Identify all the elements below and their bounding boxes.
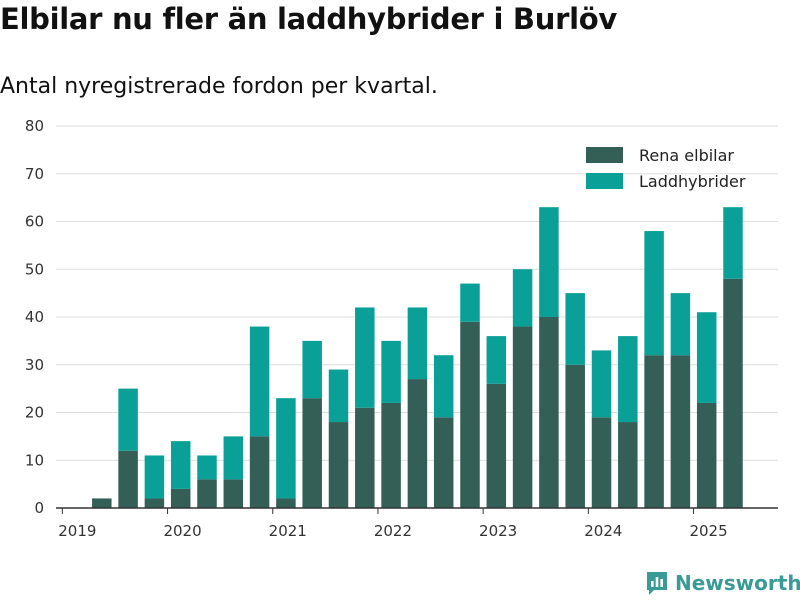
- legend-swatch-elbilar: [586, 147, 623, 163]
- bar-laddhybrider-2023-Q1: [486, 336, 507, 384]
- bar-laddhybrider-2021-Q3: [328, 369, 349, 423]
- bar-laddhybrider-2024-Q4: [670, 293, 691, 356]
- y-tick-label: 20: [25, 404, 44, 422]
- bar-elbilar-2023-Q2: [512, 326, 533, 508]
- bar-elbilar-2020-Q2: [197, 479, 217, 508]
- y-tick-label: 0: [34, 499, 44, 517]
- y-tick-label: 60: [25, 213, 44, 231]
- x-tick-label: 2025: [689, 522, 727, 540]
- bar-elbilar-2021-Q4: [355, 407, 375, 508]
- bar-laddhybrider-2022-Q3: [433, 355, 454, 418]
- bar-elbilar-2021-Q3: [328, 422, 349, 508]
- bar-laddhybrider-2024-Q1: [591, 350, 612, 418]
- bar-laddhybrider-2025-Q2: [723, 207, 743, 279]
- bar-elbilar-2023-Q1: [486, 383, 507, 508]
- x-tick-label: 2020: [163, 522, 201, 540]
- bar-laddhybrider-2019-Q3: [118, 388, 138, 451]
- x-tick-label: 2024: [584, 522, 622, 540]
- bar-laddhybrider-2025-Q1: [696, 312, 717, 403]
- y-tick-label: 30: [25, 356, 44, 374]
- bar-laddhybrider-2022-Q1: [381, 340, 401, 403]
- bar-laddhybrider-2021-Q4: [355, 307, 375, 408]
- y-tick-label: 10: [25, 451, 44, 469]
- bar-laddhybrider-2023-Q3: [539, 207, 559, 317]
- y-tick-label: 50: [25, 260, 44, 278]
- bar-elbilar-2021-Q1: [276, 498, 296, 508]
- y-tick-label: 40: [25, 308, 44, 326]
- x-tick-label: 2022: [374, 522, 412, 540]
- bar-elbilar-2019-Q4: [144, 498, 165, 508]
- x-tick-label: 2021: [269, 522, 307, 540]
- bar-elbilar-2024-Q1: [591, 417, 612, 508]
- legend-swatch-laddhybrider: [586, 173, 623, 189]
- bar-elbilar-2022-Q2: [407, 379, 428, 508]
- bar-elbilar-2024-Q4: [670, 355, 691, 508]
- bar-laddhybrider-2023-Q4: [565, 293, 585, 365]
- y-tick-label: 80: [25, 117, 44, 135]
- bar-elbilar-2025-Q1: [696, 402, 717, 508]
- bar-elbilar-2025-Q2: [723, 278, 743, 508]
- y-tick-label: 70: [25, 165, 44, 183]
- bar-laddhybrider-2019-Q4: [144, 455, 165, 499]
- x-tick-label: 2019: [58, 522, 96, 540]
- brand-name: Newsworthy: [675, 571, 800, 595]
- bar-laddhybrider-2021-Q1: [276, 398, 296, 499]
- bar-elbilar-2022-Q3: [433, 417, 454, 508]
- bar-elbilar-2024-Q2: [618, 422, 638, 508]
- bar-elbilar-2020-Q3: [223, 479, 244, 508]
- bar-laddhybrider-2021-Q2: [302, 340, 322, 399]
- bar-elbilar-2022-Q4: [460, 321, 480, 508]
- bar-elbilar-2019-Q3: [118, 450, 138, 508]
- legend-label-elbilar: Rena elbilar: [639, 146, 734, 165]
- bar-elbilar-2023-Q3: [539, 317, 559, 508]
- bar-laddhybrider-2023-Q2: [512, 269, 533, 327]
- bar-laddhybrider-2024-Q2: [618, 336, 638, 423]
- bar-laddhybrider-2022-Q4: [460, 283, 480, 322]
- brand-logo: Newsworthy: [645, 570, 800, 596]
- x-tick-label: 2023: [479, 522, 517, 540]
- bar-laddhybrider-2022-Q2: [407, 307, 428, 380]
- newsworthy-logo-icon: [647, 572, 667, 595]
- chart-subtitle: Antal nyregistrerade fordon per kvartal.: [0, 74, 438, 99]
- bar-laddhybrider-2020-Q3: [223, 436, 244, 480]
- bar-elbilar-2022-Q1: [381, 402, 401, 508]
- legend-label-laddhybrider: Laddhybrider: [639, 172, 746, 191]
- bar-elbilar-2019-Q2: [92, 498, 112, 508]
- chart-title: Elbilar nu fler än laddhybrider i Burlöv: [0, 2, 617, 36]
- bar-laddhybrider-2020-Q2: [197, 455, 217, 480]
- bar-laddhybrider-2020-Q1: [170, 441, 191, 489]
- bar-elbilar-2021-Q2: [302, 398, 322, 508]
- bar-laddhybrider-2024-Q3: [644, 231, 664, 356]
- bar-laddhybrider-2020-Q4: [249, 326, 270, 437]
- bar-elbilar-2023-Q4: [565, 364, 585, 508]
- bar-elbilar-2020-Q1: [170, 488, 191, 508]
- bar-elbilar-2024-Q3: [644, 355, 664, 508]
- bar-elbilar-2020-Q4: [249, 436, 270, 508]
